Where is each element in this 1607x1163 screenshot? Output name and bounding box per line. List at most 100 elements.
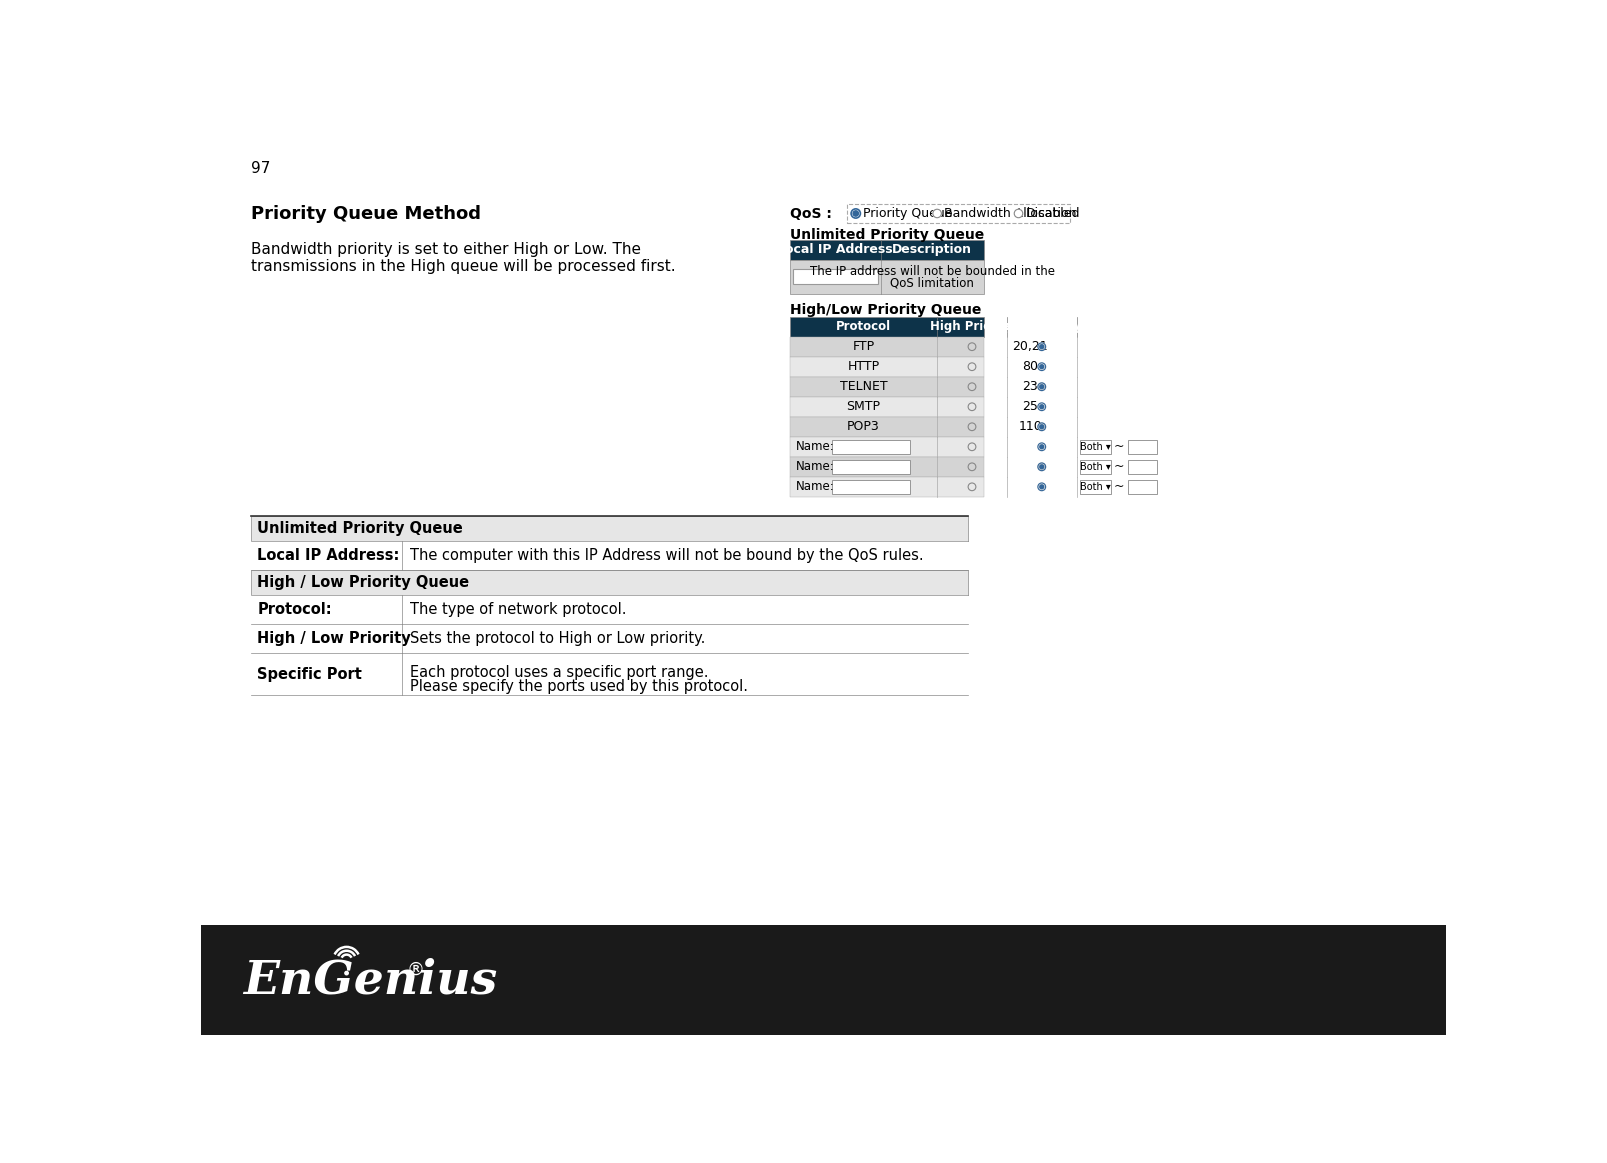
Text: High Priority: High Priority (930, 320, 1014, 333)
Bar (1128, 459, 1157, 473)
Bar (1128, 480, 1157, 494)
Bar (791, 377, 983, 397)
Circle shape (967, 443, 975, 450)
Circle shape (346, 971, 349, 975)
Text: transmissions in the High queue will be processed first.: transmissions in the High queue will be … (251, 259, 677, 274)
Circle shape (1038, 343, 1046, 350)
Text: Name:: Name: (795, 480, 834, 493)
Bar (251, 541, 967, 570)
Bar (251, 570, 967, 594)
Circle shape (1038, 363, 1046, 371)
Text: QoS limitation: QoS limitation (890, 277, 974, 290)
Text: Specific Port: Specific Port (988, 320, 1072, 333)
Text: ®: ® (407, 961, 424, 978)
Circle shape (853, 211, 858, 216)
Circle shape (1040, 365, 1043, 369)
Circle shape (1040, 405, 1043, 408)
Text: ~: ~ (1114, 441, 1123, 454)
Text: Bandwidth priority is set to either High or Low. The: Bandwidth priority is set to either High… (251, 242, 641, 257)
Circle shape (1040, 445, 1043, 449)
Text: 25: 25 (1022, 400, 1038, 413)
Text: The type of network protocol.: The type of network protocol. (410, 601, 627, 616)
Text: HTTP: HTTP (847, 361, 879, 373)
Text: QoS :: QoS : (791, 207, 832, 221)
Text: Low Priority: Low Priority (1001, 320, 1082, 333)
Text: Protocol:: Protocol: (257, 601, 333, 616)
Text: Priority Queue: Priority Queue (863, 207, 953, 220)
Circle shape (967, 343, 975, 350)
Text: The IP address will not be bounded in the: The IP address will not be bounded in th… (810, 265, 1054, 278)
Text: Bandwidth Allocation: Bandwidth Allocation (943, 207, 1077, 220)
Text: Please specify the ports used by this protocol.: Please specify the ports used by this pr… (410, 678, 749, 693)
Bar (1080, 459, 1110, 473)
Text: Both ▾: Both ▾ (1080, 481, 1110, 492)
Text: Each protocol uses a specific port range.: Each protocol uses a specific port range… (410, 665, 709, 680)
Circle shape (967, 383, 975, 391)
Text: Name:: Name: (795, 441, 834, 454)
Circle shape (932, 209, 942, 217)
Circle shape (1038, 423, 1046, 430)
Circle shape (1040, 385, 1043, 388)
Text: ~: ~ (1114, 480, 1123, 493)
Bar (1080, 480, 1110, 494)
Bar (792, 269, 877, 284)
Circle shape (967, 363, 975, 371)
Circle shape (1038, 402, 1046, 411)
Text: Sets the protocol to High or Low priority.: Sets the protocol to High or Low priorit… (410, 632, 705, 645)
Text: Description: Description (892, 243, 972, 256)
Bar (791, 437, 983, 457)
Circle shape (1040, 465, 1043, 469)
Text: Disabled: Disabled (1025, 207, 1080, 220)
Bar (832, 480, 910, 494)
Text: Name:: Name: (795, 461, 834, 473)
Circle shape (967, 423, 975, 430)
Bar (791, 416, 983, 437)
Bar (832, 440, 910, 454)
Bar (791, 477, 983, 497)
Circle shape (1038, 383, 1046, 391)
Circle shape (967, 402, 975, 411)
Text: High / Low Priority Queue: High / Low Priority Queue (257, 575, 469, 590)
Text: Unlimited Priority Queue: Unlimited Priority Queue (257, 521, 463, 536)
Bar (791, 316, 983, 336)
Circle shape (1040, 344, 1043, 349)
Bar (791, 357, 983, 377)
Circle shape (852, 209, 860, 219)
Text: Local IP Address:: Local IP Address: (257, 548, 400, 563)
Circle shape (1038, 483, 1046, 491)
Text: Protocol: Protocol (836, 320, 890, 333)
Text: 80: 80 (1022, 361, 1038, 373)
Text: Both ▾: Both ▾ (1080, 442, 1110, 451)
Text: 23: 23 (1022, 380, 1038, 393)
Text: ~: ~ (1114, 461, 1123, 473)
Text: 97: 97 (251, 162, 270, 176)
Bar (791, 397, 983, 416)
Text: EnGenius: EnGenius (244, 957, 498, 1003)
Circle shape (1040, 485, 1043, 488)
Bar (1128, 440, 1157, 454)
Circle shape (1038, 463, 1046, 471)
Text: Both ▾: Both ▾ (1080, 462, 1110, 472)
Bar (791, 336, 983, 357)
Text: 110: 110 (1019, 420, 1041, 434)
Text: Local IP Address: Local IP Address (778, 243, 893, 256)
Text: Unlimited Priority Queue: Unlimited Priority Queue (791, 228, 983, 242)
FancyBboxPatch shape (847, 205, 1070, 223)
Text: High/Low Priority Queue: High/Low Priority Queue (791, 302, 982, 316)
Text: Priority Queue Method: Priority Queue Method (251, 205, 480, 223)
Bar (1080, 440, 1110, 454)
Text: FTP: FTP (852, 341, 874, 354)
Circle shape (967, 483, 975, 491)
Circle shape (1014, 209, 1022, 217)
Bar (791, 259, 983, 293)
Text: TELNET: TELNET (840, 380, 887, 393)
Circle shape (1038, 443, 1046, 450)
Bar (251, 516, 967, 541)
Text: Specific Port: Specific Port (257, 666, 362, 682)
Circle shape (967, 463, 975, 471)
Bar (791, 240, 983, 259)
Bar (251, 623, 967, 654)
Bar (832, 459, 910, 473)
Bar (251, 654, 967, 695)
Text: High / Low Priority: High / Low Priority (257, 632, 411, 645)
